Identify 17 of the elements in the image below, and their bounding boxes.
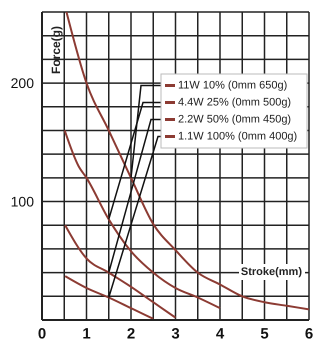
line-series bbox=[65, 12, 309, 310]
line-series bbox=[64, 275, 154, 320]
x-tick-label: 4 bbox=[216, 326, 225, 343]
legend-label: 4.4W 25% (0mm 500g) bbox=[178, 96, 292, 108]
x-tick-label: 3 bbox=[171, 326, 180, 343]
legend-label: 11W 10% (0mm 650g) bbox=[178, 80, 288, 92]
legend-label: 1.1W 100% (0mm 400g) bbox=[178, 130, 298, 142]
x-tick-label: 5 bbox=[260, 326, 269, 343]
y-tick-label: 100 bbox=[10, 194, 34, 210]
x-axis-title: Stroke(mm) bbox=[240, 266, 302, 278]
legend-label: 2.2W 50% (0mm 450g) bbox=[178, 114, 292, 126]
x-tick-label: 2 bbox=[126, 326, 136, 343]
x-tick-label: 0 bbox=[38, 326, 46, 343]
y-tick-label: 200 bbox=[10, 75, 34, 92]
line-series bbox=[64, 224, 176, 319]
x-tick-label: 6 bbox=[304, 326, 314, 343]
x-tick-label: 1 bbox=[82, 326, 91, 343]
